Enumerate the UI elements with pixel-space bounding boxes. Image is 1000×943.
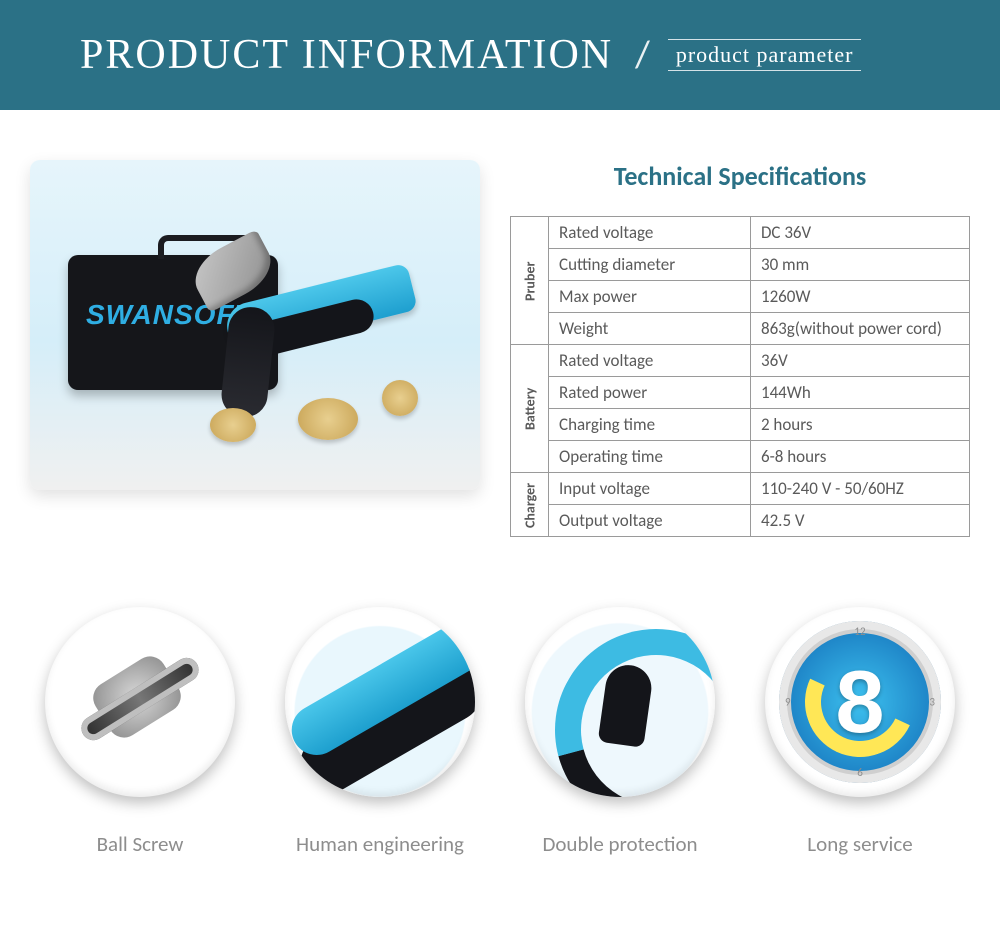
feature-label: Human engineering (270, 831, 490, 857)
wood-chip (210, 408, 256, 442)
feature-long-service: 8 12 3 6 9 Long service (750, 607, 970, 857)
header-divider: / (635, 32, 650, 78)
feature-double-protection: Double protection (510, 607, 730, 857)
clock-swoosh (790, 632, 931, 773)
header-banner: PRODUCT INFORMATION / product parameter (0, 0, 1000, 110)
spec-param: Rated voltage (549, 345, 751, 377)
table-row: Charging time2 hours (511, 409, 970, 441)
spec-value: 2 hours (750, 409, 969, 441)
table-row: PruberRated voltageDC 36V (511, 217, 970, 249)
ergonomic-handle-icon (285, 607, 475, 797)
clock-tick: 3 (929, 696, 935, 709)
spec-param: Output voltage (549, 505, 751, 537)
header-subtitle: product parameter (668, 39, 862, 71)
spec-param: Input voltage (549, 473, 751, 505)
product-image-card: SWANSOFT (30, 160, 480, 490)
spec-table-body: PruberRated voltageDC 36VCutting diamete… (511, 217, 970, 537)
spec-value: DC 36V (750, 217, 969, 249)
spec-value: 30 mm (750, 249, 969, 281)
feature-label: Double protection (510, 831, 730, 857)
middle-section: SWANSOFT Technical Specifications Pruber… (0, 110, 1000, 547)
feature-ball-screw: Ball Screw (30, 607, 250, 857)
clock-tick: 6 (857, 766, 863, 779)
feature-row: Ball Screw Human engineering Double prot… (0, 547, 1000, 857)
spec-value: 36V (750, 345, 969, 377)
spec-value: 6-8 hours (750, 441, 969, 473)
spec-param: Rated voltage (549, 217, 751, 249)
spec-value: 42.5 V (750, 505, 969, 537)
spec-group-label: Pruber (511, 217, 549, 345)
spec-param: Operating time (549, 441, 751, 473)
spec-table: PruberRated voltageDC 36VCutting diamete… (510, 216, 970, 537)
wood-chip (382, 380, 418, 416)
spec-group-label: Battery (511, 345, 549, 473)
feature-human-engineering: Human engineering (270, 607, 490, 857)
spec-param: Weight (549, 313, 751, 345)
ball-screw-icon (45, 607, 235, 797)
spec-value: 1260W (750, 281, 969, 313)
table-row: Operating time6-8 hours (511, 441, 970, 473)
spec-value: 863g(without power cord) (750, 313, 969, 345)
table-row: ChargerInput voltage110-240 V - 50/60HZ (511, 473, 970, 505)
clock-tick: 9 (785, 696, 791, 709)
spec-title: Technical Specifications (510, 160, 970, 192)
feature-label: Long service (750, 831, 970, 857)
spec-group-label: Charger (511, 473, 549, 537)
spec-param: Charging time (549, 409, 751, 441)
table-row: Output voltage42.5 V (511, 505, 970, 537)
wood-chip (298, 398, 358, 440)
spec-param: Cutting diameter (549, 249, 751, 281)
clock-tick: 12 (854, 625, 865, 638)
feature-label: Ball Screw (30, 831, 250, 857)
spec-section: Technical Specifications PruberRated vol… (510, 160, 970, 537)
pruner-tool (185, 215, 445, 395)
table-row: Rated power144Wh (511, 377, 970, 409)
clock-face: 8 12 3 6 9 (779, 621, 941, 783)
trigger-guard-icon (525, 607, 715, 797)
table-row: Cutting diameter30 mm (511, 249, 970, 281)
spec-param: Rated power (549, 377, 751, 409)
table-row: Weight863g(without power cord) (511, 313, 970, 345)
header-title: PRODUCT INFORMATION (80, 31, 613, 79)
spec-value: 144Wh (750, 377, 969, 409)
table-row: BatteryRated voltage36V (511, 345, 970, 377)
table-row: Max power1260W (511, 281, 970, 313)
spec-value: 110-240 V - 50/60HZ (750, 473, 969, 505)
spec-param: Max power (549, 281, 751, 313)
clock-icon: 8 12 3 6 9 (765, 607, 955, 797)
